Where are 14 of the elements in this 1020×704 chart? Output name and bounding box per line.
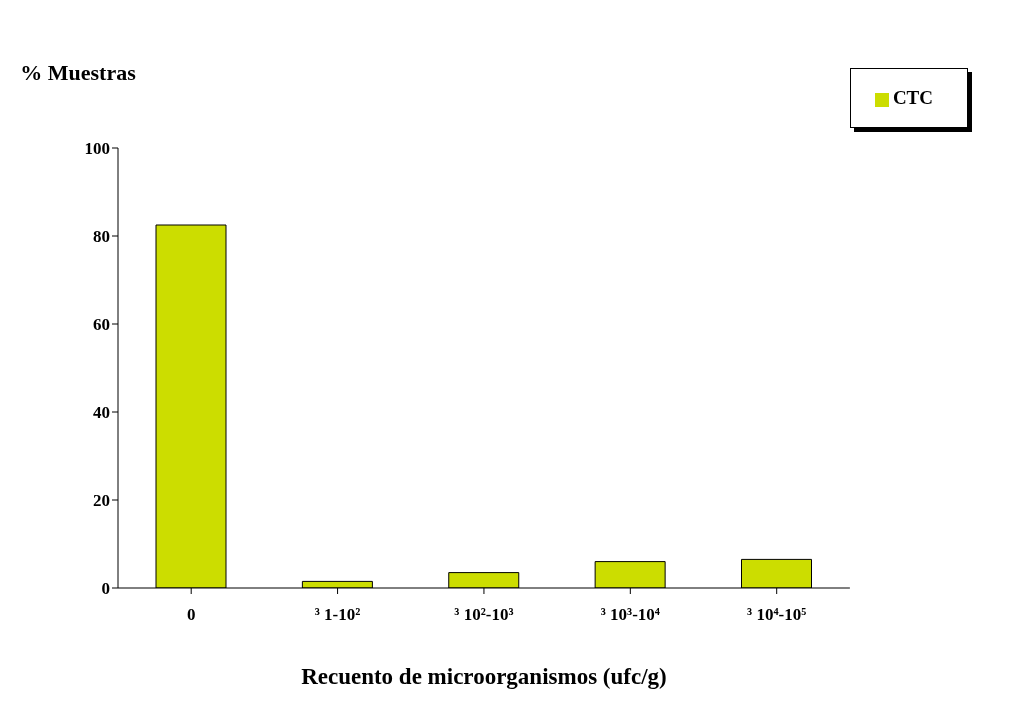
- x-tick-label: ³ 10⁴-10⁵: [747, 605, 807, 625]
- x-axis-title: Recuento de microorganismos (ufc/g): [301, 664, 667, 690]
- y-tick-label: 20: [93, 491, 110, 511]
- y-tick-label: 80: [93, 227, 110, 247]
- y-tick-label: 60: [93, 315, 110, 335]
- y-tick-label: 0: [101, 579, 110, 599]
- x-tick-label: ³ 1-10²: [314, 605, 361, 625]
- x-tick-label: 0: [186, 605, 196, 625]
- y-tick-label: 40: [93, 403, 110, 423]
- y-tick-label: 100: [84, 139, 110, 159]
- x-tick-label: ³ 10³-10⁴: [600, 605, 660, 625]
- y-axis-title: % Muestras: [19, 59, 137, 87]
- legend-label: CTC: [892, 87, 933, 108]
- x-tick-label: ³ 10²-10³: [454, 605, 514, 625]
